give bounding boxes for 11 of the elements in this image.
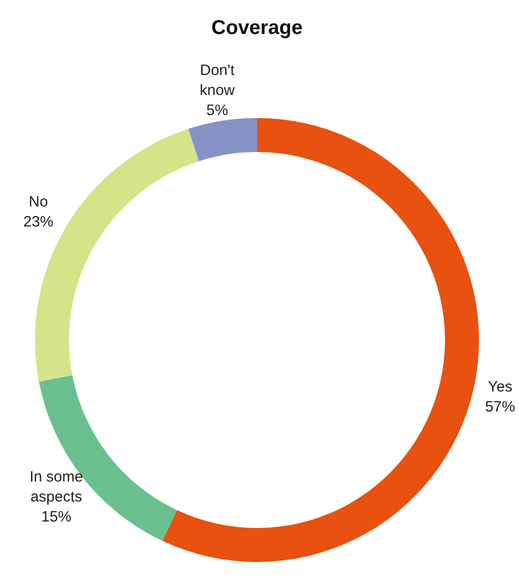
chart-title: Coverage [211,17,303,39]
data-label: 57% [485,398,516,416]
data-label: 5% [206,102,228,120]
donut-slice [162,118,479,562]
slice-label: Don't know [200,62,236,100]
slice-label: Yes [488,378,512,396]
data-label: 15% [41,508,72,526]
slice-label: In some aspects [30,468,83,506]
data-label: 23% [23,214,54,231]
donut-slice [188,118,257,162]
slice-label: No [28,194,48,211]
